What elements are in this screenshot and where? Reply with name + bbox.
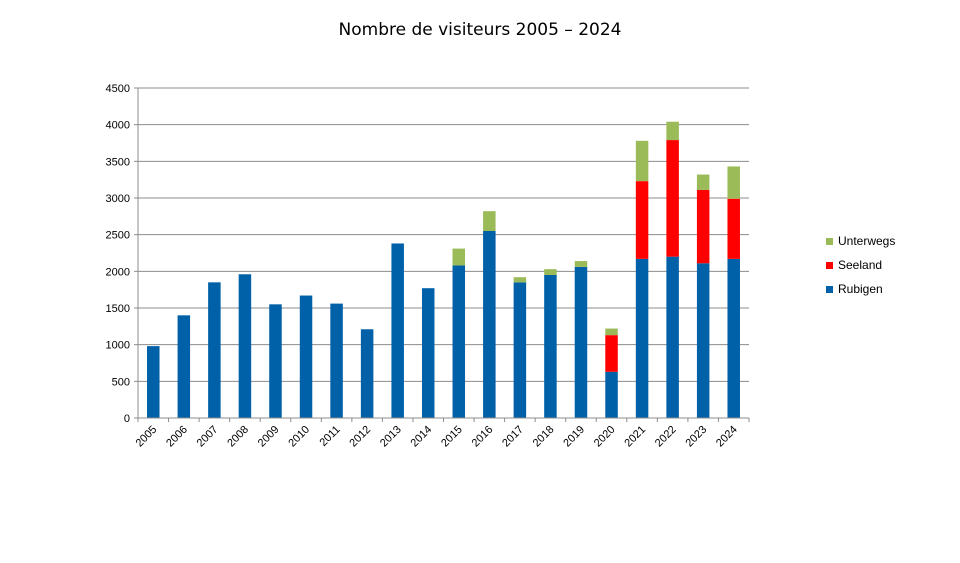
bar-unterwegs-2022 bbox=[666, 121, 679, 141]
bar-rubigen-2012 bbox=[360, 329, 374, 418]
bar-seeland-2020 bbox=[605, 335, 618, 372]
legend-swatch-seeland bbox=[826, 262, 833, 269]
bar-rubigen-2020 bbox=[605, 371, 618, 418]
x-tick-label: 2022 bbox=[653, 424, 679, 450]
x-tick-label: 2014 bbox=[409, 424, 435, 450]
x-tick-label: 2010 bbox=[286, 424, 312, 450]
bar-unterwegs-2024 bbox=[727, 166, 740, 199]
x-tick-label: 2005 bbox=[134, 424, 160, 450]
bar-rubigen-2005 bbox=[147, 346, 160, 418]
x-tick-label: 2016 bbox=[470, 424, 496, 450]
bar-unterwegs-2017 bbox=[513, 277, 527, 283]
bar-rubigen-2017 bbox=[513, 282, 527, 418]
bar-unterwegs-2021 bbox=[635, 140, 649, 182]
bar-rubigen-2006 bbox=[177, 315, 191, 418]
x-tick-label: 2006 bbox=[164, 424, 190, 450]
x-tick-label: 2020 bbox=[592, 424, 618, 450]
y-axis-ticks: 0 500 1000 1500 2000 2500 3000 3500 4000 4500 bbox=[106, 83, 138, 425]
y-tick-label: 4000 bbox=[106, 120, 130, 132]
y-tick-label: 1000 bbox=[106, 340, 130, 352]
x-tick-label: 2011 bbox=[317, 424, 342, 449]
bar-rubigen-2022 bbox=[666, 256, 679, 418]
y-tick-label: 3500 bbox=[106, 156, 130, 168]
bar-rubigen-2011 bbox=[330, 303, 343, 418]
bar-seeland-2024 bbox=[727, 198, 740, 259]
bar-rubigen-2010 bbox=[299, 295, 313, 418]
x-tick-label: 2008 bbox=[225, 424, 251, 450]
x-tick-label: 2007 bbox=[195, 424, 221, 450]
gridlines bbox=[138, 87, 749, 382]
x-tick-label: 2012 bbox=[347, 424, 373, 450]
chart-title: Nombre de visiteurs 2005 – 2024 bbox=[338, 20, 622, 40]
x-tick-label: 2023 bbox=[683, 424, 709, 450]
y-tick-label: 1500 bbox=[106, 303, 130, 315]
bar-unterwegs-2016 bbox=[483, 211, 496, 231]
legend: Unterwegs Seeland Rubigen bbox=[826, 234, 895, 296]
x-tick-label: 2019 bbox=[561, 424, 587, 450]
bar-rubigen-2014 bbox=[421, 288, 435, 418]
bar-unterwegs-2023 bbox=[696, 174, 710, 190]
legend-label-unterwegs: Unterwegs bbox=[838, 234, 895, 248]
x-tick-label: 2024 bbox=[714, 424, 740, 450]
bar-seeland-2023 bbox=[696, 189, 710, 264]
bar-rubigen-2008 bbox=[238, 274, 252, 418]
y-tick-label: 3000 bbox=[106, 193, 130, 205]
legend-label-rubigen: Rubigen bbox=[838, 282, 883, 296]
bar-rubigen-2023 bbox=[696, 263, 710, 418]
bar-unterwegs-2015 bbox=[452, 248, 466, 266]
bars bbox=[147, 121, 740, 418]
x-tick-label: 2013 bbox=[378, 424, 404, 450]
legend-label-seeland: Seeland bbox=[838, 258, 882, 272]
legend-swatch-rubigen bbox=[826, 286, 833, 293]
y-tick-label: 0 bbox=[124, 413, 130, 425]
x-axis: 2005 2006 2007 2008 2009 2010 2011 2012 2013 2014… bbox=[134, 88, 750, 450]
bar-seeland-2022 bbox=[666, 140, 679, 257]
bar-rubigen-2009 bbox=[269, 304, 282, 418]
bar-seeland-2021 bbox=[635, 181, 649, 259]
bar-rubigen-2015 bbox=[452, 265, 466, 418]
bar-rubigen-2019 bbox=[574, 266, 588, 418]
x-tick-label: 2009 bbox=[256, 424, 282, 450]
bar-rubigen-2016 bbox=[483, 231, 496, 418]
bar-rubigen-2007 bbox=[208, 282, 221, 418]
y-tick-label: 2500 bbox=[106, 230, 130, 242]
y-tick-label: 4500 bbox=[106, 83, 130, 95]
bar-rubigen-2013 bbox=[391, 243, 404, 418]
x-tick-label: 2017 bbox=[500, 424, 526, 450]
y-tick-label: 500 bbox=[112, 376, 130, 388]
bar-unterwegs-2018 bbox=[544, 269, 557, 275]
bar-rubigen-2021 bbox=[635, 258, 649, 418]
bar-rubigen-2018 bbox=[544, 275, 557, 418]
legend-swatch-unterwegs bbox=[826, 238, 833, 245]
bar-unterwegs-2019 bbox=[574, 261, 588, 267]
bar-unterwegs-2020 bbox=[605, 328, 618, 336]
x-tick-label: 2015 bbox=[439, 424, 465, 450]
y-tick-label: 2000 bbox=[106, 266, 130, 278]
x-tick-label: 2021 bbox=[622, 424, 648, 450]
bar-rubigen-2024 bbox=[727, 258, 740, 418]
x-tick-label: 2018 bbox=[531, 424, 557, 450]
